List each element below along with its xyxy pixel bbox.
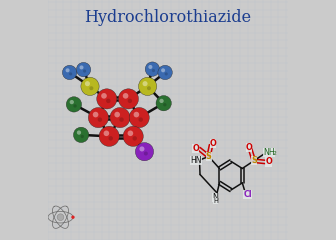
Circle shape xyxy=(81,77,99,96)
Text: O: O xyxy=(265,157,272,167)
Text: N: N xyxy=(212,193,218,202)
Circle shape xyxy=(69,72,72,76)
Text: O: O xyxy=(193,144,199,153)
Circle shape xyxy=(76,62,91,77)
Circle shape xyxy=(85,81,90,86)
Circle shape xyxy=(138,117,143,122)
Circle shape xyxy=(106,99,111,103)
Circle shape xyxy=(114,112,120,117)
Text: Hydrochlorothiazide: Hydrochlorothiazide xyxy=(84,10,252,26)
Circle shape xyxy=(129,108,149,128)
Circle shape xyxy=(93,112,98,117)
Circle shape xyxy=(97,89,117,109)
Circle shape xyxy=(71,216,75,219)
Circle shape xyxy=(66,97,82,112)
Circle shape xyxy=(128,99,132,103)
Circle shape xyxy=(119,117,124,122)
Text: HN: HN xyxy=(190,156,202,165)
Circle shape xyxy=(165,72,168,76)
Circle shape xyxy=(139,146,144,151)
Circle shape xyxy=(62,65,77,80)
Text: NH: NH xyxy=(263,148,275,157)
Circle shape xyxy=(138,77,157,96)
Circle shape xyxy=(74,127,89,143)
Circle shape xyxy=(98,117,102,122)
Circle shape xyxy=(152,69,155,72)
Text: O: O xyxy=(246,143,252,152)
Circle shape xyxy=(81,135,84,138)
Text: Cl: Cl xyxy=(243,190,252,199)
Circle shape xyxy=(133,112,139,117)
Text: H: H xyxy=(213,198,218,204)
Circle shape xyxy=(135,143,154,161)
Text: O: O xyxy=(210,139,216,148)
Circle shape xyxy=(109,136,113,141)
Circle shape xyxy=(73,104,77,108)
Circle shape xyxy=(123,93,128,99)
Circle shape xyxy=(163,103,167,106)
Circle shape xyxy=(66,68,70,72)
Circle shape xyxy=(145,62,160,76)
Circle shape xyxy=(80,66,84,69)
Circle shape xyxy=(110,108,130,128)
Text: 2: 2 xyxy=(273,151,277,156)
Circle shape xyxy=(159,99,164,103)
Circle shape xyxy=(132,136,137,141)
Circle shape xyxy=(89,86,93,90)
Circle shape xyxy=(83,69,86,73)
Text: S: S xyxy=(251,156,257,165)
Circle shape xyxy=(158,65,172,80)
Circle shape xyxy=(101,93,107,99)
Text: S: S xyxy=(206,152,212,161)
Circle shape xyxy=(77,130,81,135)
Circle shape xyxy=(156,96,171,111)
Circle shape xyxy=(128,131,133,136)
Circle shape xyxy=(57,214,64,221)
Circle shape xyxy=(103,131,109,136)
Circle shape xyxy=(149,65,153,69)
Circle shape xyxy=(147,86,151,90)
Circle shape xyxy=(88,108,109,128)
Circle shape xyxy=(70,100,74,104)
Circle shape xyxy=(118,89,138,109)
Circle shape xyxy=(142,81,148,86)
Circle shape xyxy=(123,126,143,146)
Circle shape xyxy=(99,126,119,146)
Circle shape xyxy=(144,151,148,156)
Circle shape xyxy=(161,68,165,72)
